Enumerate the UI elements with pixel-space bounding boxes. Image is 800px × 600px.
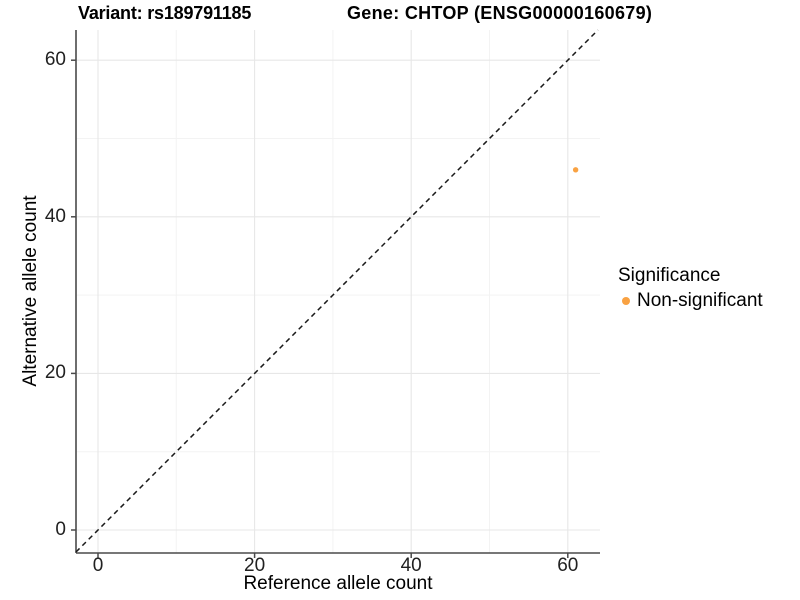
legend-title: Significance [618, 265, 721, 286]
y-tick-label: 60 [44, 49, 66, 71]
y-axis-label: Alternative allele count [20, 195, 41, 387]
plot-title-gene: Gene: CHTOP (ENSG00000160679) [347, 3, 653, 23]
y-tick-label: 20 [44, 362, 66, 384]
x-tick-label: 60 [557, 555, 579, 576]
x-axis-label: Reference allele count [243, 573, 433, 594]
identity-dashed-line [75, 29, 599, 553]
y-tick-label: 0 [55, 519, 66, 540]
x-tick-label: 0 [92, 555, 104, 576]
legend-entry-label: Non-significant [637, 290, 763, 311]
legend-entries: Non-significant [618, 290, 763, 312]
x-tick-label: 20 [244, 555, 266, 576]
y-tick-label: 40 [44, 205, 66, 227]
legend-point-icon [622, 297, 630, 305]
legend-entry: Non-significant [618, 290, 763, 312]
legend: Significance Non-significant [616, 264, 763, 312]
x-tick-label: 40 [400, 555, 422, 576]
plot-title-variant: Variant: rs189791185 [78, 3, 252, 23]
data-point [572, 167, 579, 173]
